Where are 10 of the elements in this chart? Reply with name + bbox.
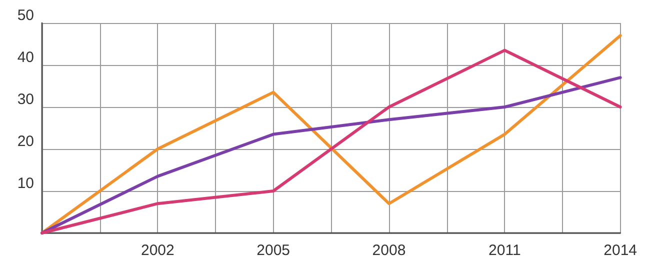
- x-tick-label: 2014: [604, 242, 638, 259]
- x-tick-label: 2002: [140, 242, 174, 259]
- y-tick-label: 40: [17, 49, 34, 66]
- y-tick-label: 30: [17, 91, 34, 108]
- x-tick-label: 2005: [256, 242, 290, 259]
- y-tick-label: 10: [17, 175, 34, 192]
- y-tick-label: 50: [17, 7, 34, 24]
- y-tick-label: 20: [17, 133, 34, 150]
- x-tick-label: 2011: [488, 242, 521, 259]
- x-tick-label: 2008: [372, 242, 406, 259]
